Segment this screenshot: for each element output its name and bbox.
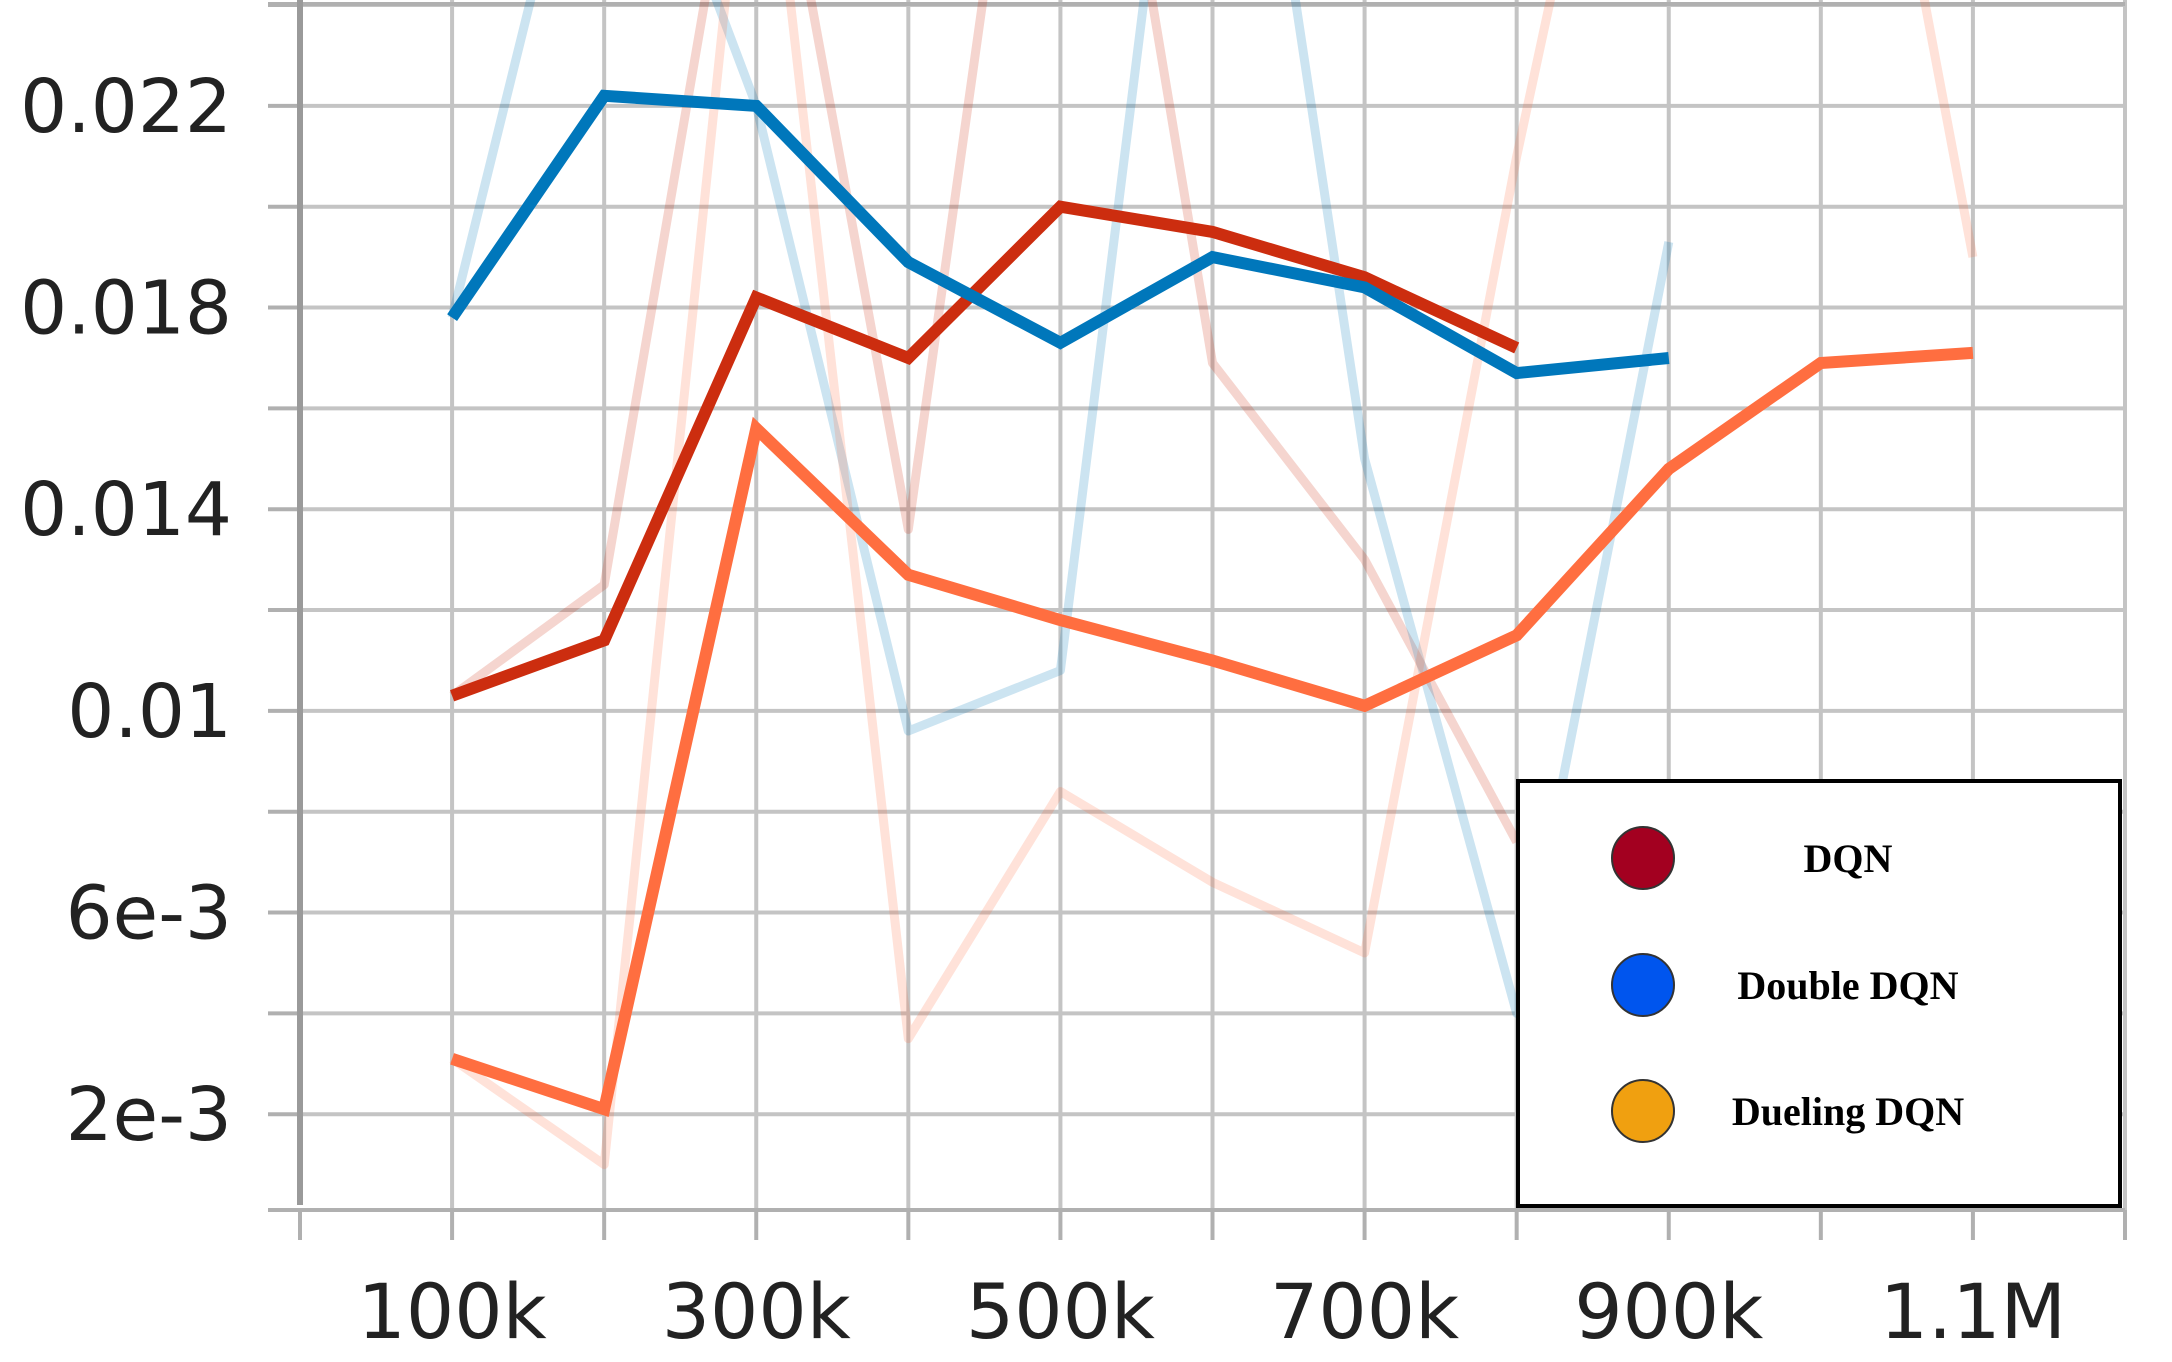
x-tick-label: 100k [358,1267,547,1356]
smoothed-series-layer [447,89,1974,1117]
x-tick-label: 1.1M [1880,1267,2066,1356]
legend-marker [1611,1079,1675,1143]
legend: DQN Double DQN Dueling DQN [1516,779,2122,1208]
y-tick-label: 6e-3 [66,871,232,957]
series-line-double-dqn [447,89,1670,380]
axes [268,0,2127,1240]
x-tick-label: 700k [1270,1267,1459,1356]
series-line-dqn [450,200,1520,702]
series-line-dueling-dqn [450,346,1974,1117]
x-tick-label: 500k [966,1267,1155,1356]
y-tick-label: 2e-3 [66,1072,232,1158]
tick-labels: 2e-3 6e-3 0.01 0.014 0.018 0.022 100k 300k 500k 7… [20,64,2066,1356]
raw-line-double-dqn [447,0,1674,1018]
legend-marker [1611,953,1675,1017]
y-tick-label: 0.022 [20,64,232,150]
x-tick-label: 300k [662,1267,851,1356]
x-tick-label: 900k [1574,1267,1763,1356]
raw-line-dqn [449,0,1521,845]
legend-marker [1611,826,1675,890]
y-tick-label: 0.01 [67,669,232,755]
legend-label: DQN [1804,836,1893,881]
legend-label: Double DQN [1737,963,1958,1008]
y-tick-label: 0.018 [20,266,232,352]
raw-line-dueling-dqn [449,0,1978,1170]
y-tick-label: 0.014 [20,467,232,553]
raw-series-layer [447,0,1978,1170]
legend-label: Dueling DQN [1732,1089,1964,1134]
